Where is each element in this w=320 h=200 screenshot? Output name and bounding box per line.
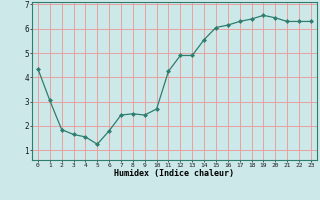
X-axis label: Humidex (Indice chaleur): Humidex (Indice chaleur) bbox=[115, 169, 234, 178]
